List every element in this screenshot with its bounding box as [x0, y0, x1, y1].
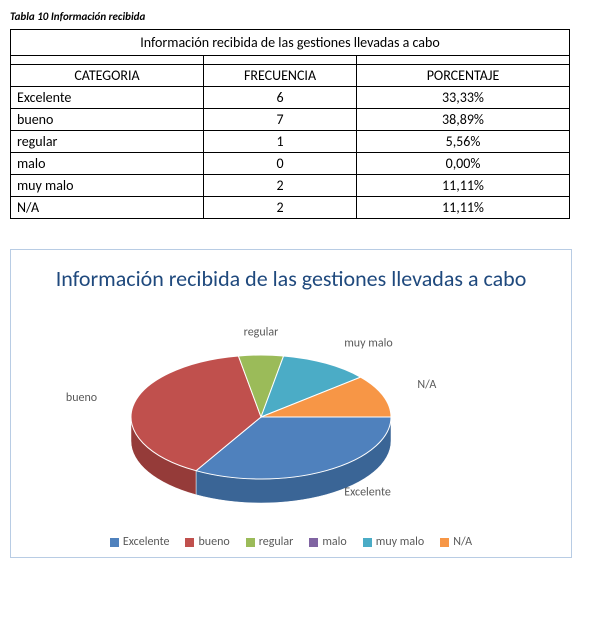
cell-pct: 11,11% [357, 175, 570, 197]
pie-svg: Excelente bueno regular muy malo N/A [31, 297, 551, 527]
cell-freq: 2 [204, 197, 357, 219]
legend-swatch [440, 538, 449, 547]
table-row: bueno 7 38,89% [11, 109, 570, 131]
cell-pct: 0,00% [357, 153, 570, 175]
cell-freq: 7 [204, 109, 357, 131]
legend-label: Excelente [123, 535, 170, 549]
pie-label: bueno [66, 392, 97, 406]
table-title-row: Información recibida de las gestiones ll… [11, 30, 570, 56]
legend-item: muy malo [363, 535, 424, 549]
cell-category: bueno [11, 109, 204, 131]
cell-category: regular [11, 131, 204, 153]
table-header-row: CATEGORIA FRECUENCIA PORCENTAJE [11, 65, 570, 87]
legend-swatch [363, 538, 372, 547]
legend-swatch [246, 538, 255, 547]
table-row: regular 1 5,56% [11, 131, 570, 153]
col-header-percent: PORCENTAJE [357, 65, 570, 87]
pie-label: Excelente [344, 486, 391, 500]
info-table: Información recibida de las gestiones ll… [10, 29, 570, 219]
legend-label: N/A [453, 535, 472, 549]
cell-freq: 1 [204, 131, 357, 153]
table-row: muy malo 2 11,11% [11, 175, 570, 197]
table-title: Información recibida de las gestiones ll… [11, 30, 570, 56]
legend-item: regular [246, 535, 294, 549]
legend-item: bueno [185, 535, 229, 549]
cell-pct: 11,11% [357, 197, 570, 219]
cell-category: Excelente [11, 87, 204, 109]
table-row: N/A 2 11,11% [11, 197, 570, 219]
pie-label: regular [244, 326, 279, 340]
cell-pct: 38,89% [357, 109, 570, 131]
legend-item: Excelente [110, 535, 170, 549]
col-header-category: CATEGORIA [11, 65, 204, 87]
legend-label: malo [322, 535, 346, 549]
legend-item: malo [309, 535, 346, 549]
chart-container: Información recibida de las gestiones ll… [10, 249, 572, 558]
cell-category: muy malo [11, 175, 204, 197]
chart-title: Información recibida de las gestiones ll… [11, 266, 571, 291]
legend-item: N/A [440, 535, 472, 549]
cell-freq: 6 [204, 87, 357, 109]
cell-pct: 33,33% [357, 87, 570, 109]
cell-freq: 0 [204, 153, 357, 175]
cell-category: N/A [11, 197, 204, 219]
table-caption: Tabla 10 Información recibida [10, 10, 588, 23]
cell-category: malo [11, 153, 204, 175]
table-row: malo 0 0,00% [11, 153, 570, 175]
legend-label: bueno [198, 535, 229, 549]
pie-label: muy malo [344, 337, 392, 351]
legend-swatch [110, 538, 119, 547]
chart-legend: Excelente bueno regular malo muy malo N/A [11, 535, 571, 549]
legend-swatch [309, 538, 318, 547]
pie-chart: Excelente bueno regular muy malo N/A [11, 297, 571, 527]
col-header-frequency: FRECUENCIA [204, 65, 357, 87]
table-row: Excelente 6 33,33% [11, 87, 570, 109]
cell-pct: 5,56% [357, 131, 570, 153]
legend-label: muy malo [376, 535, 424, 549]
table-spacer-row [11, 56, 570, 65]
pie-label: N/A [417, 378, 436, 392]
legend-swatch [185, 538, 194, 547]
cell-freq: 2 [204, 175, 357, 197]
legend-label: regular [259, 535, 294, 549]
